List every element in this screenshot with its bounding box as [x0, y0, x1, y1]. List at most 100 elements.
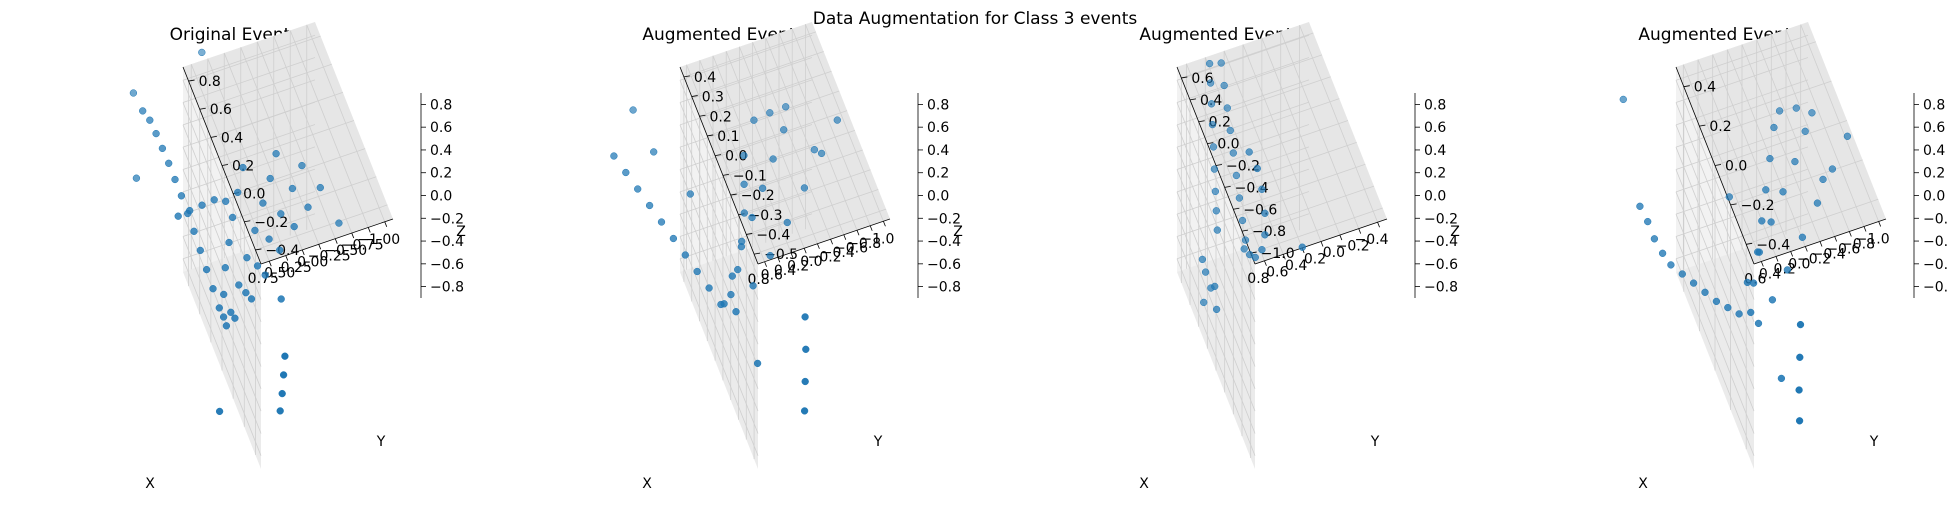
y-tick [1730, 203, 1737, 206]
data-point [139, 107, 147, 115]
grid-line [182, 34, 316, 81]
data-point [1658, 249, 1667, 257]
data-point [1238, 216, 1247, 225]
grid-line [199, 63, 332, 110]
x-tick [869, 225, 873, 231]
x-tick-label: −0.50 [324, 243, 367, 259]
y-tick-label: −0.5 [764, 247, 798, 263]
data-point [288, 184, 297, 193]
y-tick [683, 75, 690, 78]
grid-line [1207, 98, 1340, 144]
data-point [1258, 185, 1266, 193]
grid-line [1224, 142, 1357, 188]
x-tick [318, 244, 322, 250]
data-point [1212, 305, 1221, 314]
figure-suptitle: Data Augmentation for Class 3 events [813, 9, 1138, 29]
grid-line [210, 91, 343, 138]
grid-line [221, 120, 355, 166]
x-tick [1878, 221, 1882, 227]
grid-line [679, 101, 813, 148]
grid-line [233, 148, 366, 195]
z-tick-label: −0.8 [1923, 280, 1947, 296]
grid-line [712, 55, 792, 253]
data-point [1223, 104, 1231, 112]
x-tick [1848, 231, 1852, 237]
data-point [1220, 81, 1228, 90]
data-point [272, 150, 280, 158]
data-point [766, 109, 774, 117]
data-point [239, 163, 247, 172]
data-point [1770, 123, 1778, 132]
y-tick-label: 0.2 [710, 109, 732, 125]
y-tick-label: 0.4 [221, 130, 243, 146]
data-point [1209, 143, 1218, 151]
grid-line [182, 57, 316, 103]
data-point [749, 282, 757, 290]
x-axis-line [260, 218, 394, 265]
y-tick-label: 0.8 [199, 74, 221, 90]
y-tick-label: 0.0 [243, 187, 265, 203]
y-tick-label: −0.6 [1243, 202, 1277, 218]
data-point [1779, 188, 1787, 196]
x-axis-line [757, 218, 891, 265]
data-point [657, 218, 666, 226]
z-tick-label: −0.4 [430, 234, 464, 250]
data-point [251, 226, 259, 235]
data-point [196, 246, 204, 255]
x-tick [790, 252, 794, 258]
x-tick [268, 261, 272, 267]
data-point [1766, 154, 1774, 163]
z-tick-label: −0.6 [927, 257, 961, 273]
y-tick [754, 252, 761, 255]
y-tick-label: −0.1 [733, 168, 767, 184]
z-tick-label: 0.4 [1424, 143, 1446, 159]
grid-line [1241, 185, 1375, 232]
z-tick-label: 0.8 [430, 97, 452, 113]
z-tick-label: 0.8 [1424, 97, 1446, 113]
data-point [1743, 278, 1752, 287]
x-tick-label: 0.6 [761, 267, 783, 283]
data-point [316, 183, 324, 192]
x-tick-label: −0.8 [847, 236, 881, 252]
data-point [1762, 186, 1770, 194]
y-tick-label: 0.1 [717, 129, 739, 145]
y-tick [244, 220, 251, 223]
data-point [129, 89, 138, 97]
data-point [1795, 417, 1804, 425]
z-tick-label: 0.0 [430, 189, 452, 205]
y-tick [255, 248, 262, 251]
grid-line [778, 33, 858, 231]
data-point [222, 322, 231, 330]
data-point [1212, 207, 1220, 215]
data-point [235, 281, 243, 289]
y-tick [722, 173, 729, 176]
data-point [1819, 175, 1827, 184]
z-tick-label: −0.8 [430, 280, 464, 296]
panel-augmented-event-1: Augmented Event 1 −1.0−0.8−0.6−0.4−0.20.… [610, 22, 963, 492]
data-point [1217, 59, 1225, 67]
data-point [1754, 319, 1763, 328]
y-tick [1746, 242, 1753, 245]
y-tick [1233, 207, 1240, 210]
grid-line [1215, 120, 1349, 166]
x-tick [1760, 261, 1764, 267]
y-tick-label: 0.4 [694, 70, 716, 86]
x-tick [1377, 222, 1380, 228]
grid-line [679, 79, 813, 126]
y-tick-label: −0.2 [741, 188, 775, 204]
data-point [728, 272, 736, 280]
z-tick-label: −0.2 [927, 211, 961, 227]
grid-line [725, 51, 805, 249]
panel-augmented-event-2: Augmented Event 2 −0.4−0.20.00.20.40.60.… [1139, 22, 1460, 492]
data-point [634, 185, 642, 193]
data-point [227, 308, 235, 316]
y-tick [1699, 124, 1706, 127]
y-axis-label: Y [1869, 434, 1879, 450]
y-tick [1224, 185, 1231, 188]
data-point [732, 308, 740, 316]
data-point [1208, 120, 1217, 129]
grid-line [679, 124, 813, 170]
data-point [171, 175, 179, 184]
data-point [645, 201, 654, 210]
x-tick [883, 221, 886, 227]
